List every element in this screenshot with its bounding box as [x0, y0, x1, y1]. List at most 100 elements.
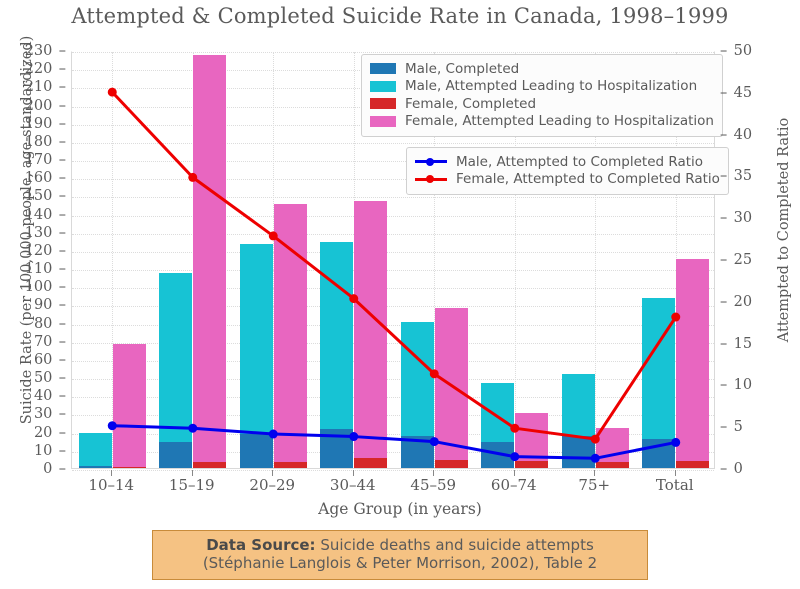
y-axis-tick-right: – 25 [720, 252, 753, 268]
y-axis-tick-left: 80 – [33, 315, 66, 332]
y-axis-tick-left: 200 – [24, 97, 66, 114]
y-axis-tick-left: 10 – [33, 442, 66, 459]
y-axis-tick-left: 170 – [24, 152, 66, 169]
ratio-lines-overlay [107, 87, 681, 463]
x-axis-tick-mark [191, 470, 193, 476]
gridline-vertical [434, 52, 436, 468]
bar-female-attempted [354, 200, 388, 468]
line-male-ratio [110, 424, 678, 460]
bar-female-attempted [193, 55, 227, 468]
gridline-horizontal [72, 360, 714, 362]
x-axis-tick-mark [674, 470, 676, 476]
gridline-horizontal [72, 233, 714, 235]
x-axis-tick-label: Total [655, 476, 694, 494]
gridline-horizontal [72, 215, 714, 217]
legend-item: Male, Completed [370, 60, 714, 78]
gridline-vertical [112, 52, 114, 468]
gridline-horizontal [72, 288, 714, 290]
marker-female-ratio [429, 369, 439, 379]
y-axis-tick-right: – 10 [720, 377, 753, 394]
marker-female-ratio [188, 172, 198, 182]
plot-area [71, 51, 715, 471]
line-female-ratio [110, 90, 678, 441]
bar-male-completed [159, 441, 193, 468]
gridline-vertical [595, 52, 597, 468]
gridline-horizontal [72, 379, 714, 381]
y-axis-tick-right: – 15 [720, 335, 753, 352]
y-axis-tick-left: 0 – [43, 461, 66, 477]
bar-female-attempted [515, 413, 549, 468]
y-axis-tick-right: – 5 [720, 419, 743, 436]
marker-male-ratio [107, 421, 117, 431]
marker-male-ratio [188, 423, 198, 433]
legend-label: Female, Attempted Leading to Hospitaliza… [405, 113, 714, 130]
bar-female-completed [273, 462, 307, 468]
marker-female-ratio [349, 294, 359, 304]
bar-female-completed [515, 460, 549, 468]
source-line-1: Data Source: Suicide deaths and suicide … [161, 536, 639, 554]
x-axis-tick-mark [272, 470, 274, 476]
source-text: Suicide deaths and suicide attempts [315, 536, 594, 554]
gridline-horizontal [72, 397, 714, 399]
gridline-horizontal [72, 451, 714, 453]
x-axis-tick-label: 20–29 [249, 476, 296, 494]
x-axis-tick-label: 45–59 [410, 476, 457, 494]
legend-swatch-male-attempted [370, 80, 396, 92]
bar-male-completed [78, 465, 112, 468]
gridline-horizontal [72, 197, 714, 199]
y-axis-tick-right: – 20 [720, 293, 753, 310]
x-axis-tick-label: 10–14 [88, 476, 135, 494]
gridline-horizontal [72, 52, 714, 53]
source-prefix: Data Source: [206, 536, 316, 554]
gridline-horizontal [72, 161, 714, 163]
y-axis-tick-right: – 50 [720, 43, 753, 59]
source-line-2: (Stéphanie Langlois & Peter Morrison, 20… [202, 554, 598, 573]
y-axis-tick-left: 160 – [24, 170, 66, 187]
x-axis-label: Age Group (in years) [318, 500, 482, 518]
legend-lines: Male, Attempted to Completed Ratio Femal… [406, 147, 729, 195]
legend-bars: Male, Completed Male, Attempted Leading … [361, 54, 723, 137]
marker-female-ratio [590, 434, 600, 444]
y-axis-tick-left: 210 – [24, 79, 66, 96]
legend-item: Female, Attempted Leading to Hospitaliza… [370, 113, 714, 131]
legend-item: Female, Attempted to Completed Ratio [415, 171, 720, 189]
y-axis-tick-left: 60 – [33, 351, 66, 368]
y-axis-tick-left: 220 – [24, 61, 66, 78]
y-axis-tick-left: 180 – [24, 133, 66, 150]
bar-female-attempted [676, 259, 710, 468]
gridline-horizontal [72, 324, 714, 326]
y-axis-tick-left: 140 – [24, 206, 66, 223]
legend-label: Male, Attempted to Completed Ratio [456, 153, 704, 170]
x-axis-tick-mark [513, 470, 515, 476]
legend-label: Male, Attempted Leading to Hospitalizati… [405, 78, 698, 95]
y-axis-tick-right: – 45 [720, 84, 753, 101]
gridline-horizontal [72, 342, 714, 344]
gridline-horizontal [72, 179, 714, 181]
legend-label: Male, Completed [405, 60, 520, 77]
y-axis-tick-right: – 30 [720, 210, 753, 227]
bar-female-attempted [595, 428, 629, 468]
bar-female-completed [434, 459, 468, 468]
bar-male-completed [561, 436, 595, 468]
x-axis-tick-label: 75+ [578, 476, 611, 494]
x-axis-tick-mark [111, 470, 113, 476]
legend-item: Male, Attempted to Completed Ratio [415, 153, 720, 171]
gridline-horizontal [72, 251, 714, 253]
gridline-vertical [514, 52, 516, 468]
marker-male-ratio [349, 432, 359, 442]
y-axis-tick-left: 100 – [24, 279, 66, 296]
bar-female-attempted [112, 344, 146, 468]
x-axis-tick-mark [433, 470, 435, 476]
marker-male-ratio [510, 452, 520, 462]
y-axis-tick-left: 110 – [24, 261, 66, 278]
gridline-horizontal [72, 306, 714, 308]
bar-female-completed [354, 458, 388, 468]
bar-female-completed [595, 461, 629, 468]
x-axis-tick-label: 30–44 [329, 476, 376, 494]
gridline-horizontal [72, 470, 714, 471]
bar-female-completed [112, 466, 146, 468]
legend-swatch-female-completed [370, 98, 396, 110]
marker-female-ratio [107, 87, 117, 97]
bar-male-attempted [159, 272, 193, 468]
